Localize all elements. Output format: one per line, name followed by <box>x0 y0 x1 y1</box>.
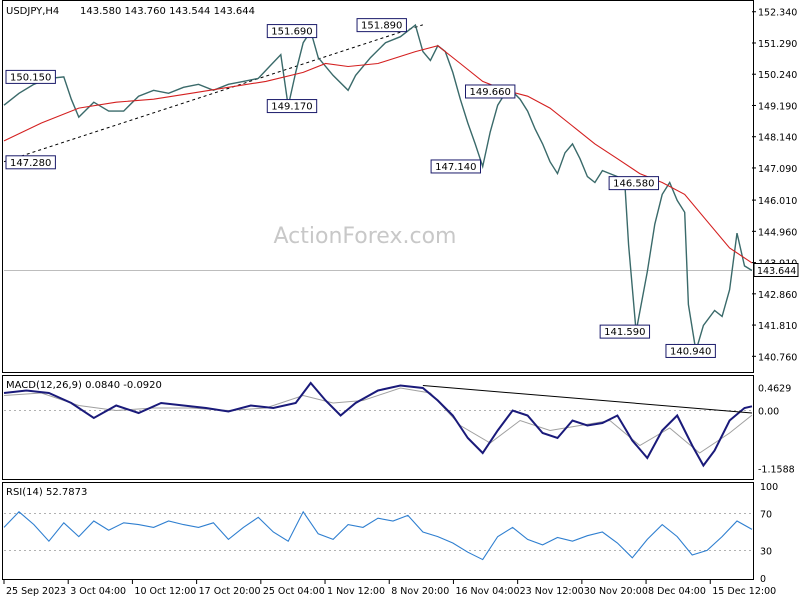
x-tick-label: 16 Nov 04:00 <box>455 586 519 597</box>
price-annotation-box <box>5 69 56 84</box>
x-tick-label: 8 Nov 20:00 <box>391 586 449 597</box>
price-annotation-box <box>266 99 318 114</box>
axis-layer: 152.340 151.290 150.240 149.190 148.140 147.0… <box>3 8 799 597</box>
macd-line <box>3 381 753 468</box>
price-trendline <box>3 24 424 163</box>
current-price-tag <box>753 262 799 277</box>
price-annotation-label: 151.890 <box>361 21 402 32</box>
rsi-y-tick-label: 30 <box>760 546 772 557</box>
price-y-tick-label: 148.140 <box>758 133 797 144</box>
x-tick-label: 23 Nov 12:00 <box>520 586 584 597</box>
price-annotation-box <box>465 84 516 99</box>
x-tick-label: 10 Oct 12:00 <box>134 586 196 597</box>
price-annotation-label: 149.170 <box>271 102 312 113</box>
price-annotation-box <box>599 324 651 339</box>
price-y-tick-label: 151.290 <box>758 39 797 50</box>
current-price-tag-label: 143.644 <box>757 266 796 277</box>
price-annotation-label: 146.580 <box>613 179 654 190</box>
macd-trendline <box>422 385 753 414</box>
macd-layer <box>3 381 753 468</box>
rsi-y-tick-label: 0 <box>760 574 766 585</box>
rsi-line <box>3 510 753 561</box>
price-y-tick-label: 146.010 <box>758 196 797 207</box>
price-y-tick-label: 144.960 <box>758 227 797 238</box>
x-tick-label: 25 Oct 04:00 <box>263 586 325 597</box>
price-annotation-box <box>356 18 407 33</box>
symbol-label: USDJPY,H4 <box>6 6 59 17</box>
price-annotation-box <box>5 155 56 170</box>
price-annotation-box <box>665 343 716 358</box>
price-annotation-label: 147.280 <box>10 158 51 169</box>
price-annotation-label: 141.590 <box>604 327 645 338</box>
macd-y-tick-label: 0.00 <box>758 407 779 418</box>
x-tick-label: 8 Dec 04:00 <box>648 586 706 597</box>
rsi-y-tick-label: 100 <box>760 482 778 493</box>
macd-y-tick-label: -1.1588 <box>758 464 795 475</box>
x-tick-label: 3 Oct 04:00 <box>70 586 126 597</box>
price-layer: 150.150 147.280 151.690 151.890 149.170 149.6… <box>3 18 753 358</box>
ohlc-readout: 143.580 143.760 143.544 143.644 <box>80 6 255 17</box>
price-annotation-label: 151.690 <box>271 27 312 38</box>
price-y-tick-label: 140.760 <box>758 352 797 363</box>
price-annotation-box <box>430 159 481 174</box>
rsi-panel-frame <box>2 482 754 580</box>
price-annotation-label: 147.140 <box>435 162 476 173</box>
rsi-y-tick-label: 70 <box>760 510 772 521</box>
macd-label: MACD(12,26,9) 0.0840 -0.0920 <box>6 380 162 391</box>
macd-panel-frame <box>2 375 754 480</box>
price-y-tick-label: 141.810 <box>758 321 797 332</box>
x-tick-label: 25 Sep 2023 <box>6 586 66 597</box>
price-y-tick-label: 150.240 <box>758 70 797 81</box>
price-series-line <box>3 23 753 352</box>
price-annotation-box <box>608 176 660 191</box>
price-y-tick-label: 152.340 <box>758 8 797 19</box>
price-annotation-label: 150.150 <box>10 72 51 83</box>
price-y-tick-label: 147.090 <box>758 164 797 175</box>
x-tick-label: 1 Nov 12:00 <box>327 586 385 597</box>
macd-y-tick-label: 0.4629 <box>758 383 791 394</box>
rsi-layer <box>3 510 753 561</box>
x-tick-label: 15 Dec 12:00 <box>712 586 776 597</box>
price-annotation-label: 149.660 <box>470 87 511 98</box>
x-tick-label: 17 Oct 20:00 <box>199 586 261 597</box>
price-annotation-box <box>266 24 318 39</box>
watermark-text: ActionForex.com <box>274 224 457 249</box>
price-y-tick-label: 149.190 <box>758 101 797 112</box>
price-annotation-label: 140.940 <box>670 346 711 357</box>
rsi-label: RSI(14) 52.7873 <box>6 487 87 498</box>
x-tick-label: 30 Nov 20:00 <box>584 586 648 597</box>
price-y-tick-label: 142.860 <box>758 290 797 301</box>
